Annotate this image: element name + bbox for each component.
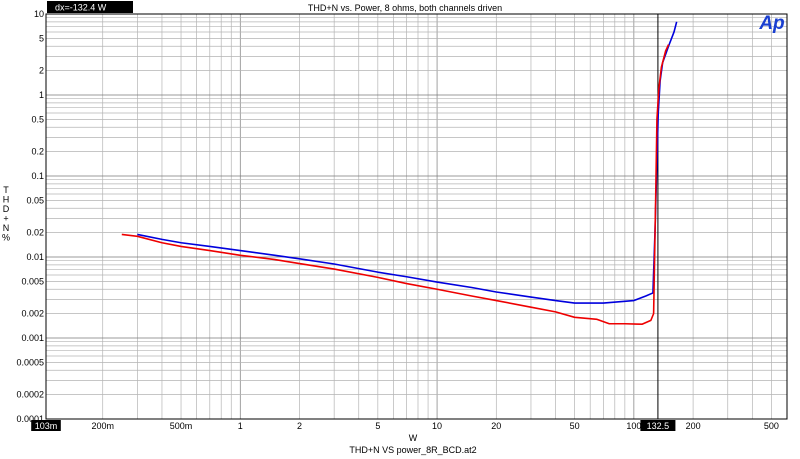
series-line-2 bbox=[121, 44, 670, 326]
y-axis-label-char: N bbox=[3, 223, 10, 233]
cursor-readout: dx=-132.4 W bbox=[55, 3, 107, 13]
x-tick-label: 5 bbox=[375, 421, 380, 431]
y-tick-label: 0.002 bbox=[21, 309, 44, 319]
y-tick-label: 0.001 bbox=[21, 333, 44, 343]
y-tick-label: 0.0002 bbox=[16, 390, 44, 400]
x-tick-label: 2 bbox=[297, 421, 302, 431]
x-tick-label: 132.5 bbox=[647, 421, 670, 431]
y-tick-label: 0.2 bbox=[31, 147, 44, 157]
y-tick-label: 0.0005 bbox=[16, 357, 44, 367]
x-tick-label: 10 bbox=[432, 421, 442, 431]
series-line-1 bbox=[137, 21, 678, 304]
x-axis-label: W bbox=[409, 433, 418, 443]
chart-title: THD+N vs. Power, 8 ohms, both channels d… bbox=[308, 3, 502, 13]
cursor-readout-box bbox=[47, 1, 133, 13]
x-tick-label: 100 bbox=[626, 421, 641, 431]
y-tick-label: 0.1 bbox=[31, 171, 44, 181]
y-tick-label: 0.5 bbox=[31, 114, 44, 124]
grid bbox=[46, 14, 787, 419]
y-tick-label: 0.0001 bbox=[16, 414, 44, 424]
x-tick-label-box bbox=[640, 420, 676, 431]
y-tick-label: 5 bbox=[39, 33, 44, 43]
tick-labels: 103m 200m 500m 1 2 5 10 20 50 100 132.5 200 500 10 5 2 1… bbox=[16, 9, 779, 431]
x-tick-label: 50 bbox=[570, 421, 580, 431]
x-tick-label: 1 bbox=[238, 421, 243, 431]
ap-logo: Ap bbox=[758, 13, 784, 34]
y-tick-label: 0.02 bbox=[26, 228, 44, 238]
footer-filename: THD+N VS power_8R_BCD.at2 bbox=[349, 445, 476, 455]
series-layer bbox=[121, 21, 678, 326]
x-tick-label: 20 bbox=[491, 421, 501, 431]
y-axis-label: THD+N% bbox=[2, 185, 10, 243]
y-tick-label: 10 bbox=[34, 9, 44, 19]
x-tick-label: 200 bbox=[686, 421, 701, 431]
y-axis-label-char: + bbox=[3, 214, 8, 224]
plot-frame bbox=[45, 13, 788, 420]
y-axis-label-char: % bbox=[2, 233, 10, 243]
y-tick-label: 0.01 bbox=[26, 252, 44, 262]
y-axis-label-char: H bbox=[3, 195, 10, 205]
y-tick-label: 0.05 bbox=[26, 195, 44, 205]
y-axis-label-char: T bbox=[3, 185, 9, 195]
x-tick-label-box bbox=[31, 420, 61, 431]
y-tick-label: 1 bbox=[39, 90, 44, 100]
y-tick-label: 0.005 bbox=[21, 276, 44, 286]
x-tick-label: 500 bbox=[764, 421, 779, 431]
x-tick-label: 500m bbox=[170, 421, 193, 431]
x-tick-label: 103m bbox=[35, 421, 58, 431]
y-tick-label: 2 bbox=[39, 66, 44, 76]
x-tick-label: 200m bbox=[91, 421, 114, 431]
y-axis-label-char: D bbox=[3, 204, 10, 214]
